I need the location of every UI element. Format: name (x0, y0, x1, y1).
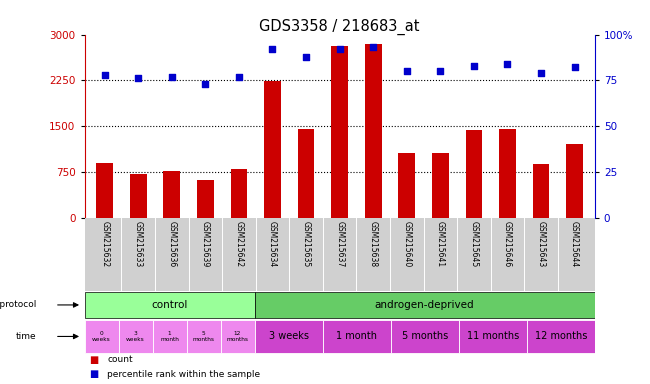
Text: 12
months: 12 months (227, 331, 248, 342)
Bar (459, 320, 526, 353)
Bar (130, 174, 147, 217)
Point (368, 44, 378, 50)
Text: 12 months: 12 months (534, 331, 587, 341)
Point (435, 68, 445, 74)
Bar (532, 164, 549, 217)
Text: 5
months: 5 months (192, 331, 214, 342)
Point (536, 70, 546, 76)
Text: count: count (107, 355, 133, 364)
Bar (118, 320, 153, 353)
Text: 1 month: 1 month (336, 331, 377, 341)
Point (402, 68, 412, 74)
Text: 3 weeks: 3 weeks (268, 331, 309, 341)
Text: GSM215642: GSM215642 (235, 221, 243, 267)
Point (200, 81, 211, 87)
Bar (432, 154, 448, 217)
Point (301, 53, 311, 60)
Bar (255, 292, 595, 318)
Point (99, 72, 110, 78)
Bar (96, 163, 113, 217)
Bar (255, 320, 322, 353)
Text: GSM215643: GSM215643 (536, 221, 545, 267)
Bar (391, 320, 459, 353)
Point (334, 46, 345, 52)
Text: GSM215634: GSM215634 (268, 221, 277, 267)
Text: GSM215632: GSM215632 (100, 221, 109, 267)
Text: ■: ■ (90, 369, 99, 379)
Text: percentile rank within the sample: percentile rank within the sample (107, 370, 261, 379)
Text: ■: ■ (90, 354, 99, 364)
Text: GSM215641: GSM215641 (436, 221, 445, 267)
Text: GSM215646: GSM215646 (503, 221, 512, 267)
Bar (398, 154, 415, 217)
Bar (197, 180, 214, 217)
Text: GSM215636: GSM215636 (167, 221, 176, 267)
Point (267, 46, 278, 52)
Bar (465, 130, 482, 217)
Point (569, 65, 580, 71)
Bar (566, 144, 583, 217)
Bar (220, 320, 255, 353)
Bar (231, 169, 247, 217)
Bar (153, 320, 187, 353)
Text: GSM215633: GSM215633 (134, 221, 143, 267)
Text: GSM215638: GSM215638 (369, 221, 378, 267)
Text: growth protocol: growth protocol (0, 300, 36, 310)
Text: GSM215645: GSM215645 (469, 221, 478, 267)
Text: 3
weeks: 3 weeks (126, 331, 145, 342)
Bar (322, 320, 391, 353)
Bar (298, 129, 315, 217)
Text: 0
weeks: 0 weeks (92, 331, 111, 342)
Bar (84, 320, 118, 353)
Text: GSM215644: GSM215644 (570, 221, 579, 267)
Bar (264, 81, 281, 217)
Text: 5 months: 5 months (402, 331, 448, 341)
Text: GSM215640: GSM215640 (402, 221, 411, 267)
Point (133, 75, 144, 81)
Bar (365, 44, 382, 217)
Bar (84, 292, 255, 318)
Bar (187, 320, 220, 353)
Point (234, 74, 244, 80)
Point (502, 61, 513, 67)
Text: GSM215635: GSM215635 (302, 221, 311, 267)
Title: GDS3358 / 218683_at: GDS3358 / 218683_at (259, 18, 420, 35)
Bar (526, 320, 595, 353)
Text: control: control (151, 300, 188, 310)
Text: time: time (16, 332, 36, 341)
Text: 1
month: 1 month (160, 331, 179, 342)
Point (469, 63, 479, 69)
Bar (499, 129, 516, 217)
Bar (163, 171, 180, 217)
Point (166, 74, 177, 80)
Text: androgen-deprived: androgen-deprived (375, 300, 474, 310)
Text: GSM215639: GSM215639 (201, 221, 210, 267)
Text: GSM215637: GSM215637 (335, 221, 344, 267)
Text: 11 months: 11 months (467, 331, 519, 341)
Bar (332, 46, 348, 217)
